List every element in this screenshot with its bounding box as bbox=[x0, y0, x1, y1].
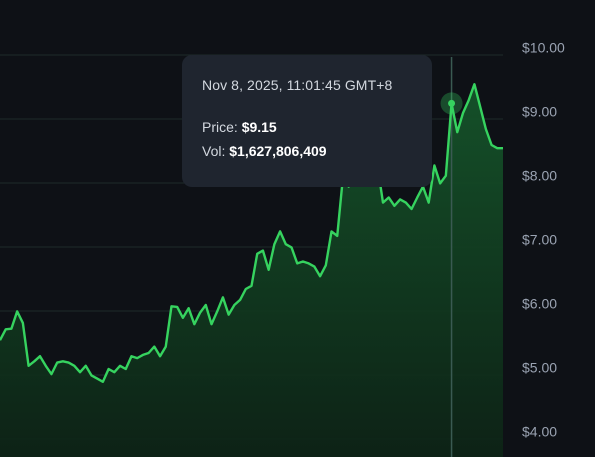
data-point bbox=[273, 243, 275, 245]
data-point bbox=[159, 355, 161, 357]
data-point bbox=[79, 371, 81, 373]
data-point bbox=[33, 360, 35, 362]
data-point bbox=[456, 131, 458, 133]
data-point bbox=[228, 314, 230, 316]
data-point bbox=[496, 147, 498, 149]
data-point bbox=[411, 208, 413, 210]
data-point bbox=[45, 365, 47, 367]
data-point bbox=[485, 128, 487, 130]
data-point bbox=[165, 346, 167, 348]
data-point bbox=[462, 112, 464, 114]
data-point bbox=[68, 362, 70, 364]
y-tick-label: $4.00 bbox=[522, 424, 557, 440]
data-point bbox=[39, 355, 41, 357]
data-point bbox=[199, 312, 201, 314]
hover-point bbox=[448, 99, 456, 107]
data-point bbox=[319, 275, 321, 277]
y-tick-label: $9.00 bbox=[522, 104, 557, 120]
data-point bbox=[108, 368, 110, 370]
data-point bbox=[268, 269, 270, 271]
data-point bbox=[28, 365, 30, 367]
y-tick-label: $8.00 bbox=[522, 168, 557, 184]
tooltip-vol-value: $1,627,806,409 bbox=[229, 143, 327, 159]
data-point bbox=[302, 260, 304, 262]
data-point bbox=[176, 306, 178, 308]
data-point bbox=[331, 230, 333, 232]
data-point bbox=[50, 373, 52, 375]
data-point bbox=[56, 362, 58, 364]
y-tick-label: $6.00 bbox=[522, 296, 557, 312]
data-point bbox=[130, 355, 132, 357]
data-point bbox=[182, 317, 184, 319]
y-axis: $10.00 $9.00 $8.00 $7.00 $6.00 $5.00 $4.00 bbox=[522, 40, 565, 440]
data-point bbox=[113, 371, 115, 373]
data-point bbox=[393, 205, 395, 207]
data-point bbox=[102, 381, 104, 383]
data-point bbox=[125, 368, 127, 370]
data-point bbox=[22, 322, 24, 324]
data-point bbox=[262, 250, 264, 252]
data-point bbox=[308, 262, 310, 264]
data-point bbox=[251, 285, 253, 287]
data-point bbox=[313, 266, 315, 268]
data-point bbox=[245, 288, 247, 290]
data-point bbox=[142, 354, 144, 356]
data-point bbox=[136, 357, 138, 359]
data-point bbox=[216, 310, 218, 312]
y-tick-label: $7.00 bbox=[522, 232, 557, 248]
tooltip-price-row: Price: $9.15 bbox=[202, 119, 412, 135]
data-point bbox=[405, 202, 407, 204]
data-point bbox=[433, 164, 435, 166]
data-point bbox=[468, 99, 470, 101]
data-point bbox=[325, 264, 327, 266]
data-point bbox=[16, 310, 18, 312]
data-point bbox=[382, 202, 384, 204]
data-point bbox=[479, 106, 481, 108]
data-point bbox=[336, 235, 338, 237]
price-line bbox=[0, 82, 503, 383]
data-point bbox=[279, 230, 281, 232]
data-point bbox=[10, 328, 12, 330]
price-tooltip: Nov 8, 2025, 11:01:45 GMT+8 Price: $9.15… bbox=[182, 55, 432, 187]
tooltip-price-label: Price: bbox=[202, 119, 238, 135]
data-point bbox=[291, 246, 293, 248]
data-point bbox=[205, 304, 207, 306]
data-point bbox=[239, 299, 241, 301]
tooltip-vol-label: Vol: bbox=[202, 143, 226, 159]
data-point bbox=[170, 305, 172, 307]
data-point bbox=[428, 202, 430, 204]
data-point bbox=[85, 365, 87, 367]
data-point bbox=[62, 360, 64, 362]
data-point bbox=[473, 83, 475, 85]
data-point bbox=[233, 304, 235, 306]
data-point bbox=[296, 262, 298, 264]
data-point bbox=[90, 374, 92, 376]
data-point bbox=[119, 365, 121, 367]
tooltip-price-value: $9.15 bbox=[241, 119, 277, 135]
data-point bbox=[148, 352, 150, 354]
data-point bbox=[502, 147, 504, 149]
data-point bbox=[5, 328, 7, 330]
data-point bbox=[222, 296, 224, 298]
data-point bbox=[445, 175, 447, 177]
data-point bbox=[491, 144, 493, 146]
data-point bbox=[153, 346, 155, 348]
data-point bbox=[73, 365, 75, 367]
tooltip-vol-row: Vol: $1,627,806,409 bbox=[202, 143, 412, 159]
data-point bbox=[285, 243, 287, 245]
y-tick-label: $10.00 bbox=[522, 40, 565, 56]
data-point bbox=[96, 378, 98, 380]
data-point bbox=[256, 253, 258, 255]
data-point bbox=[416, 196, 418, 198]
y-tick-label: $5.00 bbox=[522, 360, 557, 376]
tooltip-date: Nov 8, 2025, 11:01:45 GMT+8 bbox=[202, 77, 393, 93]
data-point bbox=[188, 307, 190, 309]
data-point bbox=[210, 323, 212, 325]
data-point bbox=[388, 196, 390, 198]
data-point bbox=[439, 182, 441, 184]
data-point bbox=[399, 198, 401, 200]
data-point bbox=[193, 323, 195, 325]
